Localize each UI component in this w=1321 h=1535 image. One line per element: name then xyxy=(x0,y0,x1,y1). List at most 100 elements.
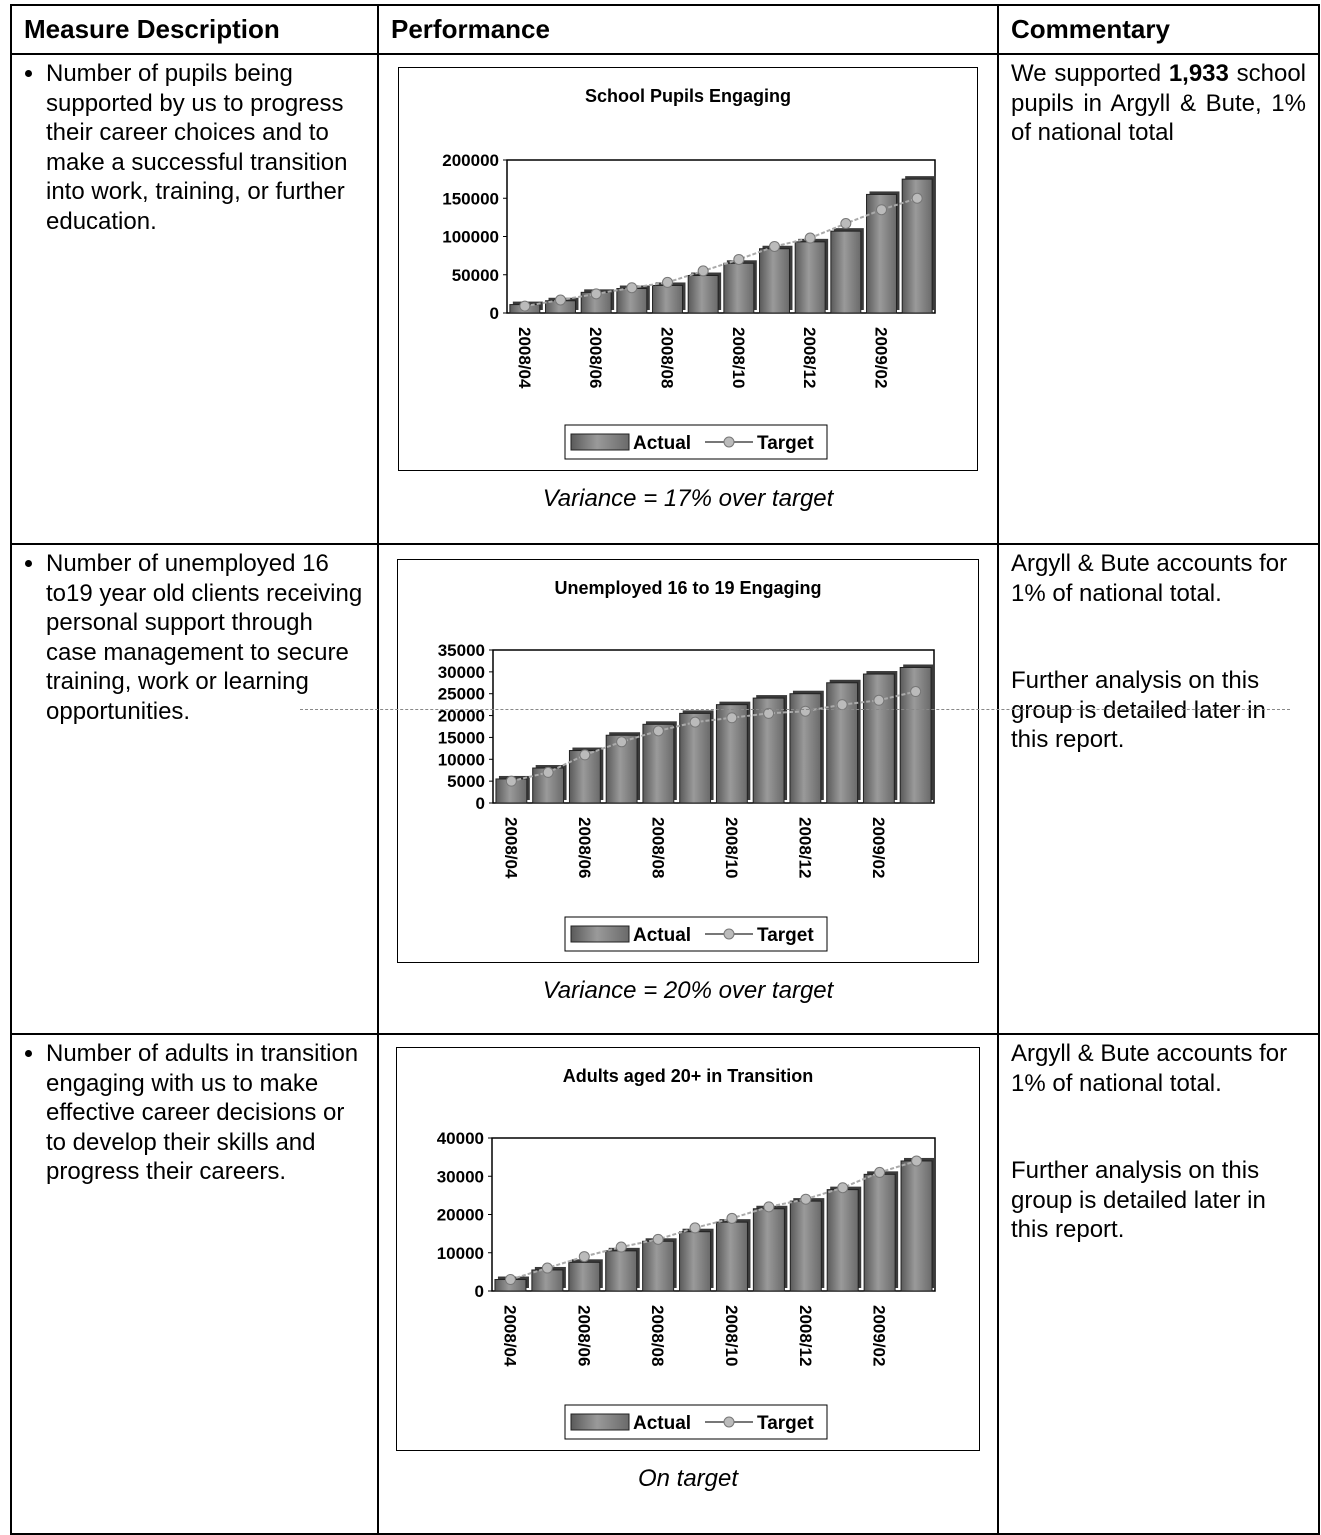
bar xyxy=(862,673,895,804)
table-row: Number of pupils being supported by us t… xyxy=(10,53,1320,545)
target-point xyxy=(874,1166,886,1178)
target-point xyxy=(800,1193,812,1205)
x-tick-label: 2008/08 xyxy=(658,327,677,388)
commentary-pre: We supported xyxy=(1011,60,1169,87)
legend-box xyxy=(564,424,828,460)
target-point xyxy=(804,232,816,244)
y-tick-label: 200000 xyxy=(442,151,499,170)
bar xyxy=(723,262,755,314)
target-point xyxy=(689,1222,701,1234)
bar xyxy=(652,284,683,314)
chart-school-pupils: School Pupils Engaging 0 50000 100000 150000… xyxy=(398,67,978,471)
variance-text: Variance = 17% over target xyxy=(542,485,834,512)
variance-text: On target xyxy=(637,1465,739,1492)
x-tick-label: 2008/10 xyxy=(729,327,748,388)
commentary-line2: Further analysis on this group is detail… xyxy=(1011,1157,1266,1243)
target-point xyxy=(578,1251,590,1263)
y-tick-label: 50000 xyxy=(452,266,499,285)
chart-title: Unemployed 16 to 19 Engaging xyxy=(554,578,821,598)
bar xyxy=(826,1189,859,1292)
y-tick-label: 0 xyxy=(490,304,499,323)
target-line xyxy=(510,1159,917,1281)
target-point xyxy=(911,1155,923,1167)
x-tick-label: 2008/04 xyxy=(515,327,534,389)
commentary-figure: 1,933 xyxy=(1168,60,1229,87)
bar xyxy=(642,1240,675,1292)
target-point xyxy=(626,282,638,294)
y-tick-label: 35000 xyxy=(438,641,485,660)
chart-svg: Adults aged 20+ in Transition 0 10000 20000… xyxy=(437,1066,936,1440)
y-tick-label: 30000 xyxy=(438,663,485,682)
target-point xyxy=(504,1274,516,1286)
x-tick-label: 2008/08 xyxy=(648,1305,667,1366)
target-point xyxy=(837,1182,849,1194)
commentary-post: school pupils in Argyll & Bute, 1% of na… xyxy=(1011,60,1306,146)
legend-actual-label: Actual xyxy=(633,1413,691,1434)
y-tick-label: 40000 xyxy=(437,1129,484,1148)
target-point xyxy=(519,300,531,312)
header-measure-description: Measure Description xyxy=(10,4,379,55)
target-point xyxy=(763,1201,775,1213)
legend-actual-label: Actual xyxy=(633,925,691,946)
commentary-cell: Argyll & Bute accounts for 1% of nationa… xyxy=(997,543,1320,1035)
legend-actual-label: Actual xyxy=(633,433,691,454)
legend-target-label: Target xyxy=(757,925,814,946)
x-tick-label: 2008/10 xyxy=(722,817,741,878)
bar xyxy=(642,723,675,804)
y-tick-label: 30000 xyxy=(437,1167,484,1186)
y-tick-label: 10000 xyxy=(437,1244,484,1263)
x-tick-label: 2008/08 xyxy=(648,817,667,878)
measure-description: Number of unemployed 16 to19 year old cl… xyxy=(46,549,369,726)
legend-target-label: Target xyxy=(757,433,814,454)
target-point xyxy=(662,276,673,288)
x-tick-label: 2008/04 xyxy=(501,817,520,879)
y-tick-label: 0 xyxy=(476,794,485,813)
x-tick-label: 2008/12 xyxy=(796,1305,815,1366)
legend-actual-swatch xyxy=(570,1413,630,1431)
x-tick-label: 2008/10 xyxy=(722,1305,741,1366)
target-point xyxy=(873,694,885,706)
commentary-text: We supported 1,933 school pupils in Argy… xyxy=(1011,59,1306,148)
bar xyxy=(866,193,897,314)
legend-actual-swatch xyxy=(570,925,630,943)
bar xyxy=(679,1231,712,1292)
y-tick-label: 20000 xyxy=(438,707,485,726)
y-tick-label: 100000 xyxy=(442,228,499,247)
x-tick-label: 2008/06 xyxy=(574,1305,593,1366)
commentary-cell: We supported 1,933 school pupils in Argy… xyxy=(997,53,1320,545)
target-point xyxy=(579,749,591,761)
performance-cell: Unemployed 16 to 19 Engaging 0 5000 10000 15… xyxy=(377,543,999,1035)
target-point xyxy=(769,240,780,252)
y-tick-label: 25000 xyxy=(438,685,485,704)
x-tick-label: 2009/02 xyxy=(870,1305,889,1366)
y-tick-label: 10000 xyxy=(438,750,485,769)
bar xyxy=(789,1200,822,1292)
x-tick-label: 2008/12 xyxy=(795,817,814,878)
y-tick-label: 150000 xyxy=(442,189,499,208)
legend-target-marker xyxy=(723,1416,735,1428)
chart-title: Adults aged 20+ in Transition xyxy=(563,1066,814,1086)
target-point xyxy=(542,766,554,778)
legend-target-marker xyxy=(723,436,735,448)
commentary-line2: Further analysis on this group is detail… xyxy=(1011,667,1266,753)
target-point xyxy=(910,686,922,698)
target-line xyxy=(524,197,918,308)
header-commentary: Commentary xyxy=(997,4,1320,55)
target-point xyxy=(763,707,775,719)
target-point xyxy=(652,1233,664,1245)
target-line xyxy=(511,690,916,783)
chart-svg: School Pupils Engaging 0 50000 100000 150000… xyxy=(442,86,936,460)
target-point xyxy=(840,217,852,229)
y-tick-label: 15000 xyxy=(438,728,485,747)
commentary-cell: Argyll & Bute accounts for 1% of nationa… xyxy=(997,1033,1320,1535)
performance-cell: School Pupils Engaging 0 50000 100000 150000… xyxy=(377,53,999,545)
header-performance: Performance xyxy=(377,4,999,55)
bar xyxy=(752,1208,785,1292)
x-tick-label: 2009/02 xyxy=(872,327,891,388)
target-point xyxy=(555,294,566,306)
table-row: Number of unemployed 16 to19 year old cl… xyxy=(10,543,1320,1035)
y-tick-label: 5000 xyxy=(447,772,485,791)
measure-description-cell: Number of adults in transition engaging … xyxy=(10,1033,379,1535)
bar xyxy=(715,704,748,804)
